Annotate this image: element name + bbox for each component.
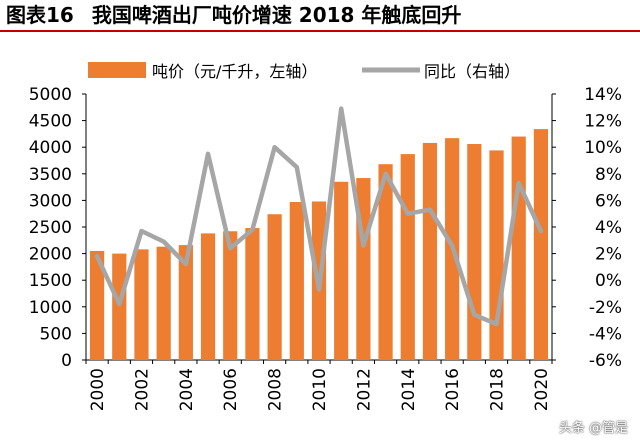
figure-label: 图表16 (6, 3, 74, 27)
bar-2013 (378, 164, 393, 360)
figure-title: 图表16 我国啤酒出厂吨价增速 2018 年触底回升 (6, 2, 634, 28)
left-axis-tick-label: 3500 (29, 165, 72, 185)
bar-2001 (112, 253, 127, 360)
x-axis-tick-label: 2012 (354, 368, 374, 411)
x-axis-tick-label: 2010 (310, 368, 330, 411)
bar-2011 (334, 181, 349, 360)
x-axis-tick-label: 2008 (266, 368, 286, 411)
x-axis-tick-label: 2000 (88, 368, 108, 411)
figure-title-text: 我国啤酒出厂吨价增速 2018 年触底回升 (91, 3, 462, 27)
watermark: 头条 @管是 (558, 421, 628, 436)
right-axis-tick-label: 14% (584, 85, 622, 105)
right-axis-tick-label: 2% (595, 245, 622, 265)
bar-2015 (422, 142, 438, 360)
left-axis-tick-label: 500 (40, 324, 72, 344)
bar-2002 (134, 249, 149, 360)
x-axis-tick-label: 2018 (488, 368, 508, 411)
right-axis-tick-label: -4% (589, 324, 622, 344)
bar-2014 (400, 154, 415, 360)
bar-2018 (489, 150, 504, 360)
bar-2007 (245, 228, 260, 360)
bar-2004 (178, 245, 193, 360)
bar-2020 (533, 129, 549, 360)
right-axis-tick-label: -6% (589, 351, 622, 371)
left-axis-tick-label: 2000 (29, 245, 72, 265)
left-axis-tick-label: 5000 (29, 85, 72, 105)
x-axis-tick-label: 2014 (399, 368, 419, 411)
right-axis-tick-label: 4% (595, 218, 622, 238)
right-axis-tick-label: 12% (584, 112, 622, 132)
title-underline (0, 30, 640, 32)
left-axis-tick-label: 4500 (29, 112, 72, 132)
left-axis-tick-label: 1000 (29, 298, 72, 318)
left-axis-tick-label: 2500 (29, 218, 72, 238)
x-axis-tick-label: 2006 (221, 368, 241, 411)
right-axis-tick-label: 0% (595, 271, 622, 291)
x-axis-tick-label: 2002 (132, 368, 152, 411)
legend-bar-label: 吨价（元/千升，左轴） (152, 62, 317, 81)
left-axis-tick-label: 0 (61, 351, 72, 371)
left-axis-tick-label: 3000 (29, 191, 72, 211)
x-axis-tick-label: 2004 (177, 368, 197, 411)
bar-2009 (289, 201, 304, 360)
left-axis-tick-label: 4000 (29, 138, 72, 158)
right-axis-tick-label: 8% (595, 165, 622, 185)
right-axis-tick-label: 10% (584, 138, 622, 158)
legend-bar-swatch (88, 62, 146, 78)
bar-2000 (89, 250, 105, 360)
right-axis-tick-label: 6% (595, 191, 622, 211)
bar-2006 (223, 231, 238, 360)
bar-2008 (267, 214, 282, 360)
bar-2005 (200, 233, 216, 360)
right-axis-tick-label: -2% (589, 298, 622, 318)
bar-2003 (156, 246, 171, 360)
left-axis-tick-label: 1500 (29, 271, 72, 291)
x-axis-tick-label: 2016 (443, 368, 463, 411)
bar-2017 (467, 144, 482, 360)
legend-line-label: 同比（右轴） (424, 62, 520, 81)
bar-2019 (511, 136, 526, 360)
x-axis-tick-label: 2020 (532, 368, 552, 411)
